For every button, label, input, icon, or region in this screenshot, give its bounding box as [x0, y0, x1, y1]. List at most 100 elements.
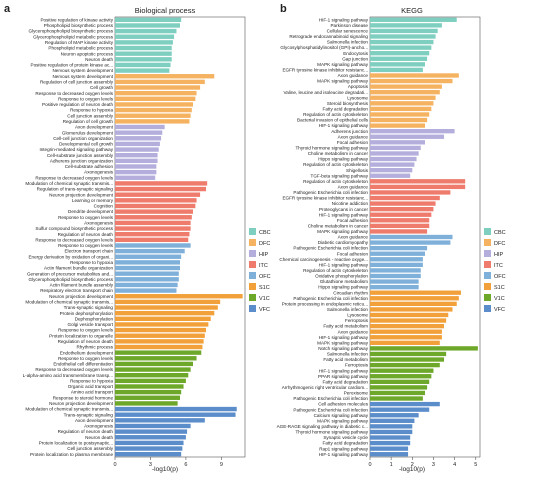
bar-label: HIF-1 signaling pathway	[319, 262, 369, 267]
bar-label: Response to hypoxia	[70, 378, 113, 383]
bar-label: Response to steroid hormone	[53, 395, 114, 400]
bar-label: AGE-RAGE signaling pathway in diabetic c…	[277, 424, 368, 429]
bar-label: Positive regulation of protein kinase ac…	[31, 63, 113, 68]
bar	[115, 429, 188, 434]
bar-label: Thyroid hormone signaling pathway	[295, 145, 368, 150]
bar	[370, 262, 423, 268]
bar	[370, 273, 421, 279]
bar	[370, 17, 457, 22]
bar-label: MAPK signaling pathway	[317, 62, 369, 67]
legend-label: V1C	[259, 296, 270, 302]
legend-swatch	[249, 239, 256, 246]
bar	[115, 389, 182, 395]
bar-label: Golgi vesicle transport	[68, 322, 114, 327]
bar	[370, 218, 430, 223]
bar-label: Endothelium development	[60, 350, 114, 355]
bar	[115, 237, 189, 243]
bar-label: Regulation of actin cytoskeleton	[303, 268, 368, 273]
bar-label: Lysosome	[347, 313, 368, 318]
legend-label: S1C	[494, 285, 505, 291]
bar-label: Focal adhesion	[337, 251, 369, 256]
x-tick-label: 0	[113, 462, 116, 468]
bar	[115, 79, 205, 85]
bar-label: Regulation of neuron death	[58, 232, 114, 237]
bar	[115, 282, 178, 288]
bar-label: Protein processing in endoplasmic reticu…	[282, 301, 368, 306]
bar	[115, 119, 190, 124]
bar-label: Respiratory electron transport chain	[40, 288, 113, 293]
bar-label: Cell junction assembly	[67, 113, 113, 118]
legend-label: ITC	[259, 263, 268, 269]
bar	[115, 344, 203, 350]
bar	[115, 192, 201, 197]
bar	[370, 329, 442, 334]
bar	[115, 107, 192, 113]
legend-swatch	[484, 261, 491, 268]
bar-label: Ferroptosis	[345, 363, 369, 368]
legend-swatch	[484, 228, 491, 235]
bar	[370, 301, 457, 307]
bar-label: Rap1 signaling pathway	[319, 446, 368, 451]
bar	[115, 23, 180, 28]
bar	[115, 226, 191, 231]
bar-label: Response to oxygen levels	[58, 96, 114, 101]
bar	[115, 153, 158, 158]
bar-label: Pathogenic Escherichia coli infection	[293, 396, 368, 401]
bar-label: Response to decreased oxygen levels	[35, 91, 113, 96]
bar-label: Proteoglycans in cancer	[319, 207, 368, 212]
bar-label: Axonogenesis	[84, 221, 114, 226]
bar-label: L-alpha-amino acid transmembrane transp.…	[23, 373, 113, 378]
bar-label: Phospholipid biosynthetic process	[44, 23, 114, 28]
bar-label: MAPK signaling pathway	[317, 229, 369, 234]
bar	[370, 435, 411, 440]
bar-label: Glycerophospholipid biosynthetic process	[28, 29, 113, 34]
x-tick-label: 0	[368, 462, 371, 468]
bar-label: Generation of precursor metabolites and.…	[27, 271, 113, 276]
legend-swatch	[484, 283, 491, 290]
bar	[370, 173, 411, 178]
legend-swatch	[249, 294, 256, 301]
bar	[115, 169, 157, 175]
legend-label: HIP	[259, 252, 269, 258]
bar-label: MAPK signaling pathway	[317, 340, 369, 345]
bar	[370, 156, 417, 162]
legend-swatch	[484, 272, 491, 279]
bar-label: Regulation of cell growth	[63, 119, 114, 124]
legend-label: DFC	[259, 241, 270, 247]
bar	[370, 78, 453, 84]
bar	[115, 333, 205, 338]
bar-label: Fatty acid degradation	[323, 107, 369, 112]
bar	[115, 198, 197, 203]
panel-b-letter: b	[280, 3, 287, 15]
bar-label: HIF-1 signaling pathway	[319, 123, 369, 128]
bar	[370, 234, 453, 240]
bar-label: Pathogenic Escherichia coli infection	[293, 246, 368, 251]
bar	[115, 28, 177, 34]
bar-label: Regulation of cell junction assembly	[40, 79, 114, 84]
x-tick-label: 3	[149, 462, 152, 468]
legend-swatch	[249, 272, 256, 279]
bar-label: Circadian rhythm	[333, 290, 368, 295]
bar	[115, 51, 172, 56]
bar-label: Dephosphorylation	[75, 316, 114, 321]
bar	[370, 396, 423, 401]
bar-label: Choline metabolism in cancer	[308, 223, 369, 228]
bar	[115, 265, 180, 271]
bar	[115, 412, 236, 417]
bar	[115, 220, 191, 226]
bar-label: Pathogenic Escherichia coli infection	[293, 407, 368, 412]
bar-label: HIF-1 signaling pathway	[319, 335, 369, 340]
bar	[370, 390, 425, 396]
bar	[115, 378, 186, 384]
x-tick-label: 6	[184, 462, 187, 468]
legend-label: ITC	[494, 263, 503, 269]
bar-label: HIF-1 signaling pathway	[319, 368, 369, 373]
bar	[370, 90, 440, 95]
bar-label: Axonogenesis	[84, 424, 114, 429]
bar-label: Axon guidance	[338, 329, 369, 334]
bar-label: Oxidative phosphorylation	[315, 274, 368, 279]
bar-label: Protein localization to organelle	[49, 333, 113, 338]
bar	[370, 368, 434, 373]
